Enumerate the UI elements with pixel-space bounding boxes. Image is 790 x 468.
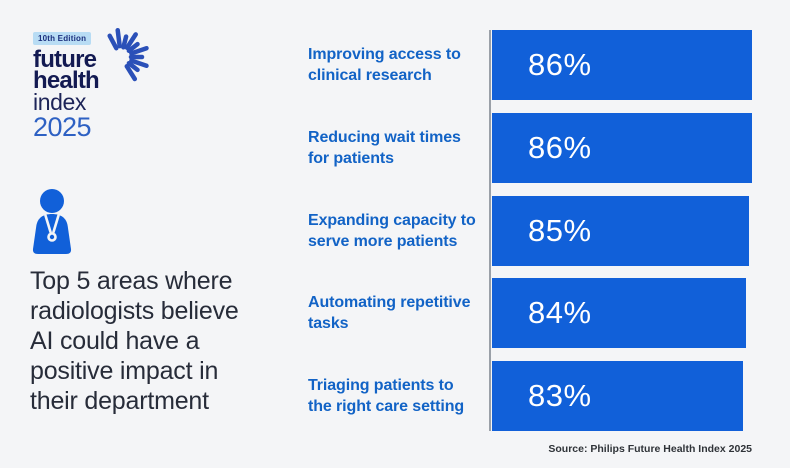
bar-category-label: Automating repetitive tasks: [308, 294, 471, 333]
future-health-index-logo: 10th Edition future health index 2025: [33, 27, 183, 142]
bar-value-label: 83%: [528, 378, 592, 413]
axis-line: [489, 30, 491, 431]
bar-rows: Improving access to clinical research 86…: [308, 30, 768, 431]
bar-value-label: 85%: [528, 212, 592, 248]
bar-chart: Improving access to clinical research 86…: [308, 30, 768, 431]
bar-value-label: 84%: [528, 295, 592, 331]
logo-year: 2025: [33, 112, 92, 142]
bar-category-label: Expanding capacity to serve more patient…: [308, 211, 476, 250]
logo-word-health: health: [33, 67, 100, 94]
bar-row: Improving access to clinical research 86…: [308, 30, 768, 100]
bar-value-label: 86%: [528, 129, 592, 165]
bar-category-label: Triaging patients to the right care sett…: [308, 377, 465, 415]
bar-category-label: Improving access to clinical research: [308, 46, 461, 84]
bar-value-label: 86%: [528, 47, 592, 82]
bar-row: Triaging patients to the right care sett…: [308, 361, 768, 431]
logo-word-future: future: [33, 46, 97, 73]
bar-row: Automating repetitive tasks 84%: [308, 278, 768, 349]
radiologist-icon: [32, 189, 72, 254]
starburst-icon: [107, 27, 149, 82]
bar-category-label: Reducing wait times for patients: [308, 128, 461, 167]
source-note: Source: Philips Future Health Index 2025: [548, 443, 752, 455]
bar: 86%: [492, 30, 752, 100]
bar: 86%: [492, 112, 752, 183]
bar: 85%: [492, 195, 749, 266]
bar: 84%: [492, 278, 746, 349]
edition-badge: 10th Edition: [33, 32, 92, 45]
bar-row: Reducing wait times for patients 86%: [308, 112, 768, 183]
logo-word-index: index: [33, 89, 86, 115]
bar: 83%: [492, 361, 743, 431]
headline: Top 5 areas where radiologists believe A…: [30, 267, 239, 415]
bar-row: Expanding capacity to serve more patient…: [308, 195, 768, 266]
